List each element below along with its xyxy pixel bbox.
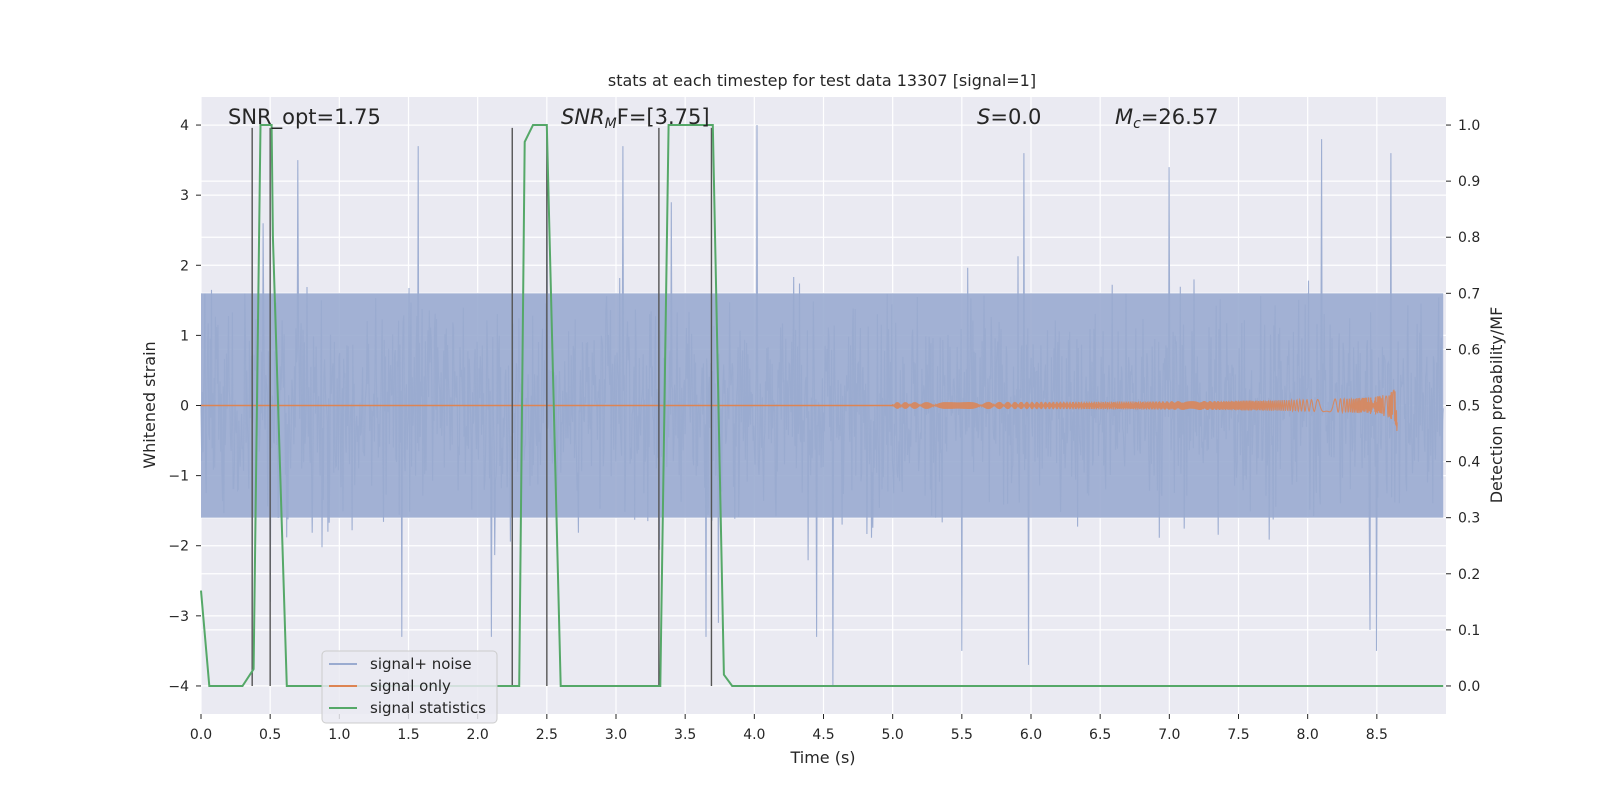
x-tick-label: 6.0 <box>1020 727 1042 743</box>
y-right-tick-label: 0.7 <box>1458 286 1480 302</box>
y-right-tick-label: 0.2 <box>1458 567 1480 583</box>
x-tick-label: 3.5 <box>674 727 696 743</box>
annotation-s-value: =0.0 <box>990 105 1041 129</box>
x-tick-label: 4.0 <box>743 727 765 743</box>
chart-title: stats at each timestep for test data 133… <box>608 71 1036 90</box>
y-left-tick-label: −3 <box>168 609 189 625</box>
x-tick-label: 6.5 <box>1089 727 1111 743</box>
annotation-snr-mf-rest: F=[3.75] <box>617 105 710 129</box>
y-left-tick-label: −4 <box>168 679 189 695</box>
x-tick-label: 0.5 <box>259 727 281 743</box>
noise-line <box>200 124 1444 687</box>
x-axis-label: Time (s) <box>789 748 855 767</box>
x-tick-label: 2.0 <box>467 727 489 743</box>
y-left-tick-label: −1 <box>168 469 189 485</box>
legend-box <box>321 650 498 724</box>
y-right-tick-label: 0.0 <box>1458 679 1480 695</box>
annotation-s-symbol: S <box>977 105 990 129</box>
y-right-tick-label: 0.9 <box>1458 174 1480 190</box>
x-tick-label: 1.0 <box>328 727 350 743</box>
signal-chirp <box>892 389 1398 432</box>
x-tick-label: 4.5 <box>812 727 834 743</box>
y-right-tick-label: 0.6 <box>1458 342 1480 358</box>
y-axis-right-label: Detection probability/MF <box>1487 307 1506 504</box>
y-left-tick-label: 1 <box>180 328 189 344</box>
y-axis-left-label: Whitened strain <box>140 341 159 468</box>
x-tick-label: 0.0 <box>190 727 212 743</box>
x-tick-label: 7.5 <box>1227 727 1249 743</box>
legend-label-signal-statistics: signal statistics <box>370 699 486 717</box>
vertical-markers <box>251 127 713 686</box>
y-right-tick-label: 0.1 <box>1458 623 1480 639</box>
legend: signal+ noise signal only signal statist… <box>321 650 498 724</box>
x-tick-label: 8.5 <box>1366 727 1388 743</box>
y-left-tick-label: 2 <box>180 258 189 274</box>
x-tick-label: 7.0 <box>1158 727 1180 743</box>
annotation-snr-opt: SNR_opt=1.75 <box>228 105 381 130</box>
y-right-tick-label: 0.3 <box>1458 511 1480 527</box>
y-left-tick-label: 0 <box>180 399 189 415</box>
y-left-tick-label: 4 <box>180 118 189 134</box>
tick-labels: 0.0 0.5 1.0 1.5 2.0 2.5 3.0 3.5 4.0 4.5 5.0 5.5 6.0 6… <box>168 118 1480 743</box>
annotation-snr-mf: SNRMF=[3.75] <box>561 105 710 132</box>
legend-label-signal-only: signal only <box>370 677 451 695</box>
y-right-tick-label: 0.8 <box>1458 230 1480 246</box>
annotation-snr-mf-prefix: SNR <box>561 105 605 129</box>
annotation-mc: Mc=26.57 <box>1115 105 1219 132</box>
y-right-tick-label: 1.0 <box>1458 118 1480 134</box>
x-tick-label: 2.5 <box>536 727 558 743</box>
y-left-tick-label: 3 <box>180 188 189 204</box>
legend-label-signal-plus-noise: signal+ noise <box>370 655 472 673</box>
x-tick-label: 1.5 <box>397 727 419 743</box>
series-signal-statistics <box>200 124 1444 687</box>
x-tick-label: 5.0 <box>882 727 904 743</box>
annotation-mc-symbol: M <box>1115 105 1133 129</box>
annotation-mc-value: =26.57 <box>1141 105 1219 129</box>
statistics-line <box>200 124 1444 687</box>
y-right-tick-label: 0.5 <box>1458 399 1480 415</box>
x-tick-label: 8.0 <box>1297 727 1319 743</box>
annotation-snr-mf-sub: M <box>605 116 617 132</box>
y-left-tick-label: −2 <box>168 539 189 555</box>
annotation-mc-sub: c <box>1133 116 1141 132</box>
x-tick-label: 3.0 <box>605 727 627 743</box>
y-right-tick-label: 0.4 <box>1458 455 1480 471</box>
x-tick-label: 5.5 <box>951 727 973 743</box>
annotation-s: S=0.0 <box>977 105 1041 129</box>
